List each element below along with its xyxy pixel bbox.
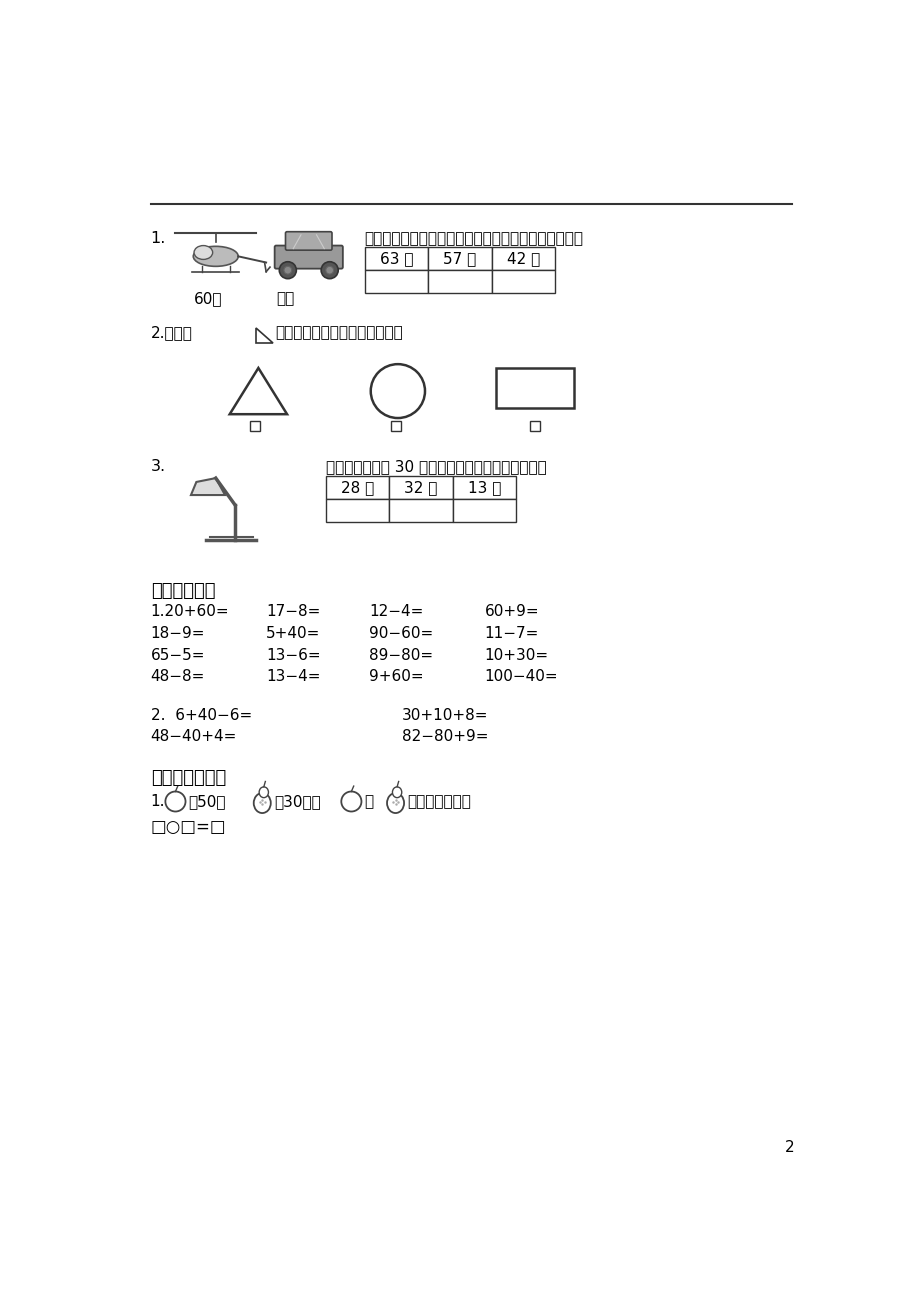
Bar [452,475,516,499]
Text: 1.: 1. [151,794,165,809]
Bar [250,421,260,431]
Text: 57 元: 57 元 [443,251,476,266]
Polygon shape [255,328,273,342]
Text: ？元: ？元 [276,290,294,306]
Circle shape [370,365,425,418]
Circle shape [279,262,296,279]
Bar [491,271,554,293]
Bar [529,421,539,431]
Text: 28 元: 28 元 [341,480,374,495]
Circle shape [321,262,338,279]
Bar [325,475,389,499]
Polygon shape [230,368,287,414]
Text: 13−4=: 13−4= [266,669,321,684]
Text: 有50个: 有50个 [187,794,225,809]
Bar [427,247,491,271]
Bar [364,247,427,271]
Text: 48−40+4=: 48−40+4= [151,729,237,745]
Text: 三、计算题。: 三、计算题。 [151,582,215,600]
Ellipse shape [193,246,238,267]
Bar [427,271,491,293]
Circle shape [284,267,291,273]
Text: 2.用两个: 2.用两个 [151,326,192,341]
Text: 四、列式计算。: 四、列式计算。 [151,769,226,788]
Text: 2: 2 [784,1141,793,1155]
Text: 65−5=: 65−5= [151,647,205,663]
Bar [491,247,554,271]
Text: 18−9=: 18−9= [151,626,205,641]
Text: 13−6=: 13−6= [266,647,321,663]
Ellipse shape [254,793,270,812]
Text: 2.  6+40−6=: 2. 6+40−6= [151,707,252,723]
Text: 48−8=: 48−8= [151,669,205,684]
Text: 13 元: 13 元 [468,480,501,495]
Text: 10+30=: 10+30= [484,647,549,663]
Text: 5+40=: 5+40= [266,626,320,641]
Ellipse shape [392,786,402,798]
Text: 和: 和 [363,794,372,809]
Text: □○□=□: □○□=□ [151,819,226,836]
Bar [452,499,516,522]
Circle shape [165,792,186,811]
Text: 1.: 1. [151,230,165,246]
Text: 17−8=: 17−8= [266,604,320,620]
Circle shape [325,267,334,273]
Text: 台灯的价錢接近 30 元，台灯的价錢可能是多少元？: 台灯的价錢接近 30 元，台灯的价錢可能是多少元？ [325,458,546,474]
Text: 32 元: 32 元 [404,480,437,495]
Bar [389,499,452,522]
Circle shape [341,792,361,811]
Text: 纸片，可以拼成下面哪些图形？: 纸片，可以拼成下面哪些图形？ [275,326,403,341]
Bar [391,421,401,431]
Text: 63 元: 63 元 [380,251,413,266]
Ellipse shape [387,793,403,812]
Text: 89−80=: 89−80= [369,647,433,663]
Text: 有30个，: 有30个， [274,794,321,809]
Text: 12−4=: 12−4= [369,604,423,620]
Bar [325,499,389,522]
Text: 100−40=: 100−40= [484,669,558,684]
Text: 60元: 60元 [194,290,222,306]
Text: 1.20+60=: 1.20+60= [151,604,229,620]
Text: 11−7=: 11−7= [484,626,539,641]
FancyBboxPatch shape [285,232,332,250]
Text: 30+10+8=: 30+10+8= [402,707,488,723]
Text: 一共有多少个？: 一共有多少个？ [407,794,471,809]
Text: 9+60=: 9+60= [369,669,424,684]
Bar [495,368,573,408]
Ellipse shape [194,246,212,259]
Text: 3.: 3. [151,458,165,474]
Text: 90−60=: 90−60= [369,626,433,641]
Bar [389,475,452,499]
Text: 82−80+9=: 82−80+9= [402,729,488,745]
Polygon shape [191,478,225,495]
FancyBboxPatch shape [275,246,343,268]
Ellipse shape [259,786,268,798]
Text: 小汽车的价錢比飞机便宜一些，小汽车可能要多少錢？: 小汽车的价錢比飞机便宜一些，小汽车可能要多少錢？ [364,230,583,246]
Bar [364,271,427,293]
Text: 42 元: 42 元 [506,251,539,266]
Text: 60+9=: 60+9= [484,604,539,620]
